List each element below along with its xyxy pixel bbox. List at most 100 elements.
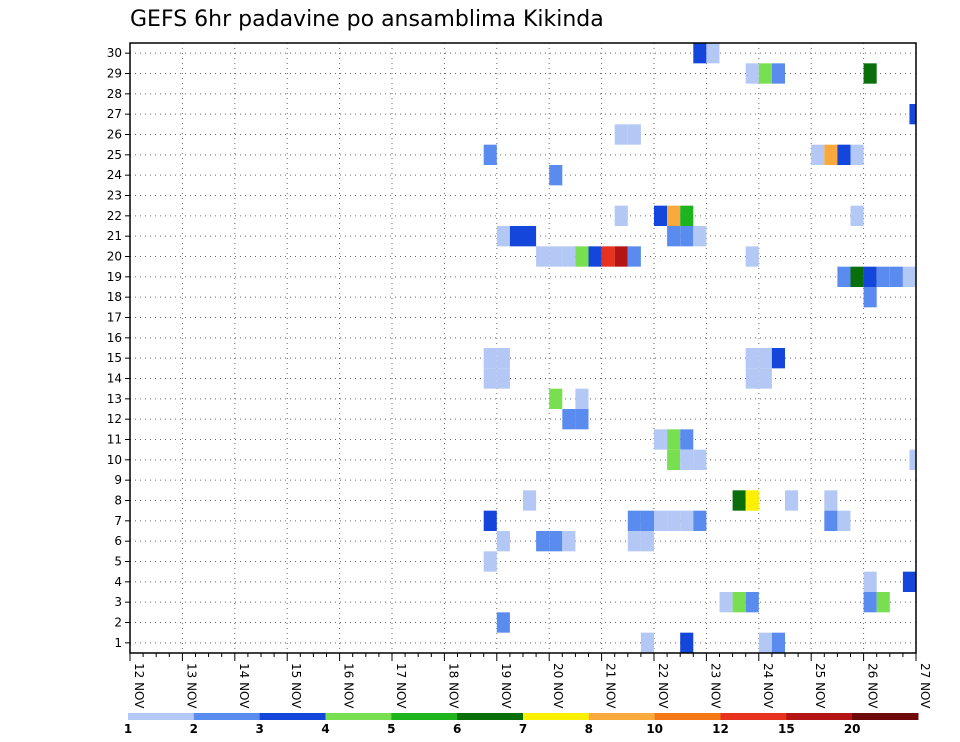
y-tick-label: 13 (107, 392, 122, 406)
x-tick-label: 17 NOV (394, 663, 408, 709)
precip-cell (549, 531, 563, 552)
colorbar: 1 2 3 4 5 6 7 8 10 12 15 20 (124, 713, 919, 736)
precip-cell (745, 348, 759, 369)
precip-cell (627, 124, 641, 145)
colorbar-swatch (852, 713, 919, 720)
precip-cell (745, 490, 759, 511)
precip-cell (667, 449, 681, 470)
x-tick-label: 20 NOV (551, 663, 565, 709)
precip-cell (863, 287, 877, 308)
colorbar-label: 15 (778, 722, 795, 736)
precip-cell (863, 592, 877, 613)
precip-cell (732, 592, 746, 613)
x-tick-label: 26 NOV (866, 663, 880, 709)
precip-cell (549, 388, 563, 409)
y-axis: 1234567891011121314151617181920212223242… (107, 46, 130, 650)
precip-cell (496, 612, 510, 633)
precip-cell (771, 63, 785, 84)
y-tick-label: 23 (107, 189, 122, 203)
precip-cell (837, 266, 851, 287)
x-tick-label: 14 NOV (237, 663, 251, 709)
chart-title: GEFS 6hr padavine po ansamblima Kikinda (130, 7, 604, 32)
precip-cell (614, 124, 628, 145)
y-tick-label: 24 (107, 168, 122, 182)
precip-cell (693, 43, 707, 64)
x-tick-label: 22 NOV (656, 663, 670, 709)
precip-cell (667, 429, 681, 450)
y-tick-label: 3 (114, 595, 122, 609)
precip-cell (523, 226, 537, 247)
x-tick-label: 19 NOV (499, 663, 513, 709)
precip-cell (549, 246, 563, 267)
precip-cell (509, 226, 523, 247)
x-tick-label: 23 NOV (708, 663, 722, 709)
colorbar-label: 4 (321, 722, 329, 736)
y-tick-label: 8 (114, 494, 122, 508)
y-tick-label: 10 (107, 453, 122, 467)
precip-cell (614, 246, 628, 267)
precip-cell (496, 226, 510, 247)
precip-cell (732, 490, 746, 511)
precip-cell (824, 490, 838, 511)
precip-cell (785, 490, 799, 511)
precip-cell (654, 510, 668, 531)
y-tick-label: 21 (107, 229, 122, 243)
precipitation-cells (483, 43, 916, 653)
y-tick-label: 12 (107, 412, 122, 426)
x-tick-label: 12 NOV (132, 663, 146, 709)
y-tick-label: 6 (114, 534, 122, 548)
colorbar-label: 10 (646, 722, 663, 736)
precip-cell (627, 531, 641, 552)
precip-cell (588, 246, 602, 267)
precip-cell (575, 246, 589, 267)
precip-cell (601, 246, 615, 267)
precip-cell (680, 632, 694, 653)
precip-cell (640, 632, 654, 653)
x-tick-label: 13 NOV (184, 663, 198, 709)
precip-cell (771, 632, 785, 653)
y-tick-label: 14 (107, 372, 122, 386)
y-tick-label: 7 (114, 514, 122, 528)
colorbar-label: 8 (585, 722, 593, 736)
precip-cell (680, 449, 694, 470)
precip-cell (824, 510, 838, 531)
y-tick-label: 17 (107, 311, 122, 325)
precip-cell (536, 531, 550, 552)
colorbar-swatch (128, 713, 195, 720)
colorbar-label: 5 (387, 722, 395, 736)
precip-cell (909, 104, 916, 125)
colorbar-label: 6 (453, 722, 461, 736)
y-tick-label: 30 (107, 46, 122, 60)
colorbar-swatch (193, 713, 261, 720)
y-tick-label: 2 (114, 616, 122, 630)
x-tick-label: 15 NOV (289, 663, 303, 709)
precip-cell (758, 368, 772, 389)
colorbar-swatch (259, 713, 326, 720)
precip-cell (562, 531, 576, 552)
precip-cell (706, 43, 720, 64)
y-tick-label: 16 (107, 331, 122, 345)
x-tick-label: 24 NOV (761, 663, 775, 709)
precip-cell (680, 429, 694, 450)
precip-cell (483, 368, 497, 389)
precip-cell (745, 368, 759, 389)
y-tick-label: 18 (107, 290, 122, 304)
x-tick-label: 16 NOV (342, 663, 356, 709)
precip-cell (654, 205, 668, 226)
x-axis: 12 NOV 13 NOV 14 NOV 15 NOV 16 NOV 17 NOV 18 N… (129, 653, 932, 709)
colorbar-swatch (654, 713, 721, 720)
precip-cell (614, 205, 628, 226)
precip-cell (902, 571, 916, 592)
precip-cell (850, 266, 864, 287)
precip-cell (876, 266, 890, 287)
precip-cell (811, 144, 825, 165)
precip-cell (575, 388, 589, 409)
precip-cell (483, 348, 497, 369)
precip-cell (863, 571, 877, 592)
colorbar-label: 20 (844, 722, 861, 736)
precip-cell (654, 429, 668, 450)
precip-cell (745, 63, 759, 84)
precip-cell (909, 449, 916, 470)
